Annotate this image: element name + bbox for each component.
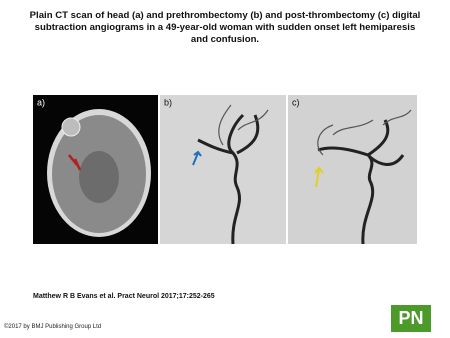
orbit — [61, 117, 81, 137]
yellow-arrow — [314, 166, 324, 188]
copyright: ©2017 by BMJ Publishing Group Ltd — [4, 324, 102, 330]
blue-arrow — [192, 150, 202, 166]
brain-center — [79, 151, 119, 203]
panel-label: b) — [164, 97, 172, 107]
panel-label: a) — [37, 97, 45, 107]
vessels-fine — [218, 104, 269, 146]
journal-logo: PN — [391, 305, 431, 332]
angio-panel — [288, 95, 417, 244]
citation: Matthew R B Evans et al. Pract Neurol 20… — [33, 293, 215, 300]
red-arrow — [68, 154, 82, 171]
slide-title: Plain CT scan of head (a) and prethrombe… — [29, 10, 421, 45]
vessels — [197, 113, 260, 244]
figure: a) b) c) — [33, 95, 417, 244]
vessels — [317, 119, 405, 244]
panel-label: c) — [292, 97, 300, 107]
vessels-fine — [317, 109, 412, 156]
angio-panel — [160, 95, 286, 244]
